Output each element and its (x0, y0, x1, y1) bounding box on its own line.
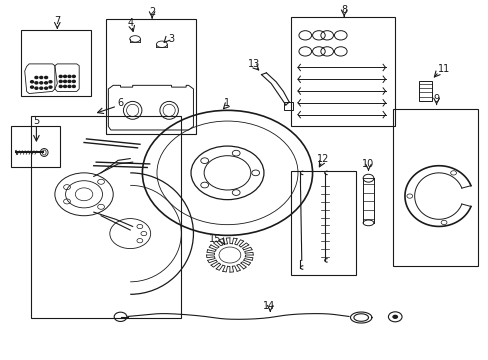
Circle shape (30, 86, 33, 88)
Text: 12: 12 (316, 154, 329, 163)
Circle shape (44, 76, 47, 78)
Circle shape (59, 75, 62, 77)
Circle shape (40, 87, 42, 89)
Text: 15: 15 (209, 234, 221, 244)
Text: 1: 1 (224, 98, 230, 108)
Bar (284, 103, 292, 111)
Text: 10: 10 (362, 159, 374, 169)
Circle shape (59, 80, 62, 82)
Bar (11, 126, 60, 167)
Text: 8: 8 (341, 5, 346, 15)
Text: 14: 14 (262, 301, 274, 311)
Text: 5: 5 (33, 116, 40, 126)
Text: 2: 2 (149, 7, 155, 17)
Text: 3: 3 (168, 34, 174, 44)
Text: 11: 11 (437, 64, 449, 74)
Circle shape (72, 80, 75, 82)
Text: 13: 13 (247, 59, 260, 69)
Circle shape (49, 86, 52, 88)
Text: 4: 4 (127, 18, 133, 28)
Text: 9: 9 (432, 94, 439, 104)
Circle shape (72, 75, 75, 77)
Circle shape (63, 75, 66, 77)
Circle shape (68, 75, 71, 77)
Bar (290, 171, 356, 275)
Circle shape (63, 85, 66, 87)
Bar (290, 18, 394, 126)
Circle shape (72, 85, 75, 87)
Circle shape (40, 82, 42, 84)
Circle shape (59, 85, 62, 87)
Circle shape (68, 80, 71, 82)
Circle shape (49, 81, 52, 83)
Circle shape (35, 82, 38, 84)
Bar (392, 109, 477, 266)
Text: 6: 6 (117, 98, 123, 108)
Circle shape (30, 81, 33, 83)
Text: 7: 7 (54, 16, 61, 26)
Circle shape (44, 82, 47, 84)
Bar (21, 30, 91, 96)
Circle shape (40, 76, 42, 78)
Circle shape (391, 315, 397, 319)
Circle shape (35, 87, 38, 89)
Circle shape (63, 80, 66, 82)
Bar (106, 19, 196, 134)
Bar (418, 81, 431, 102)
Circle shape (68, 85, 71, 87)
Circle shape (35, 76, 38, 78)
Bar (30, 116, 181, 318)
Circle shape (44, 87, 47, 89)
